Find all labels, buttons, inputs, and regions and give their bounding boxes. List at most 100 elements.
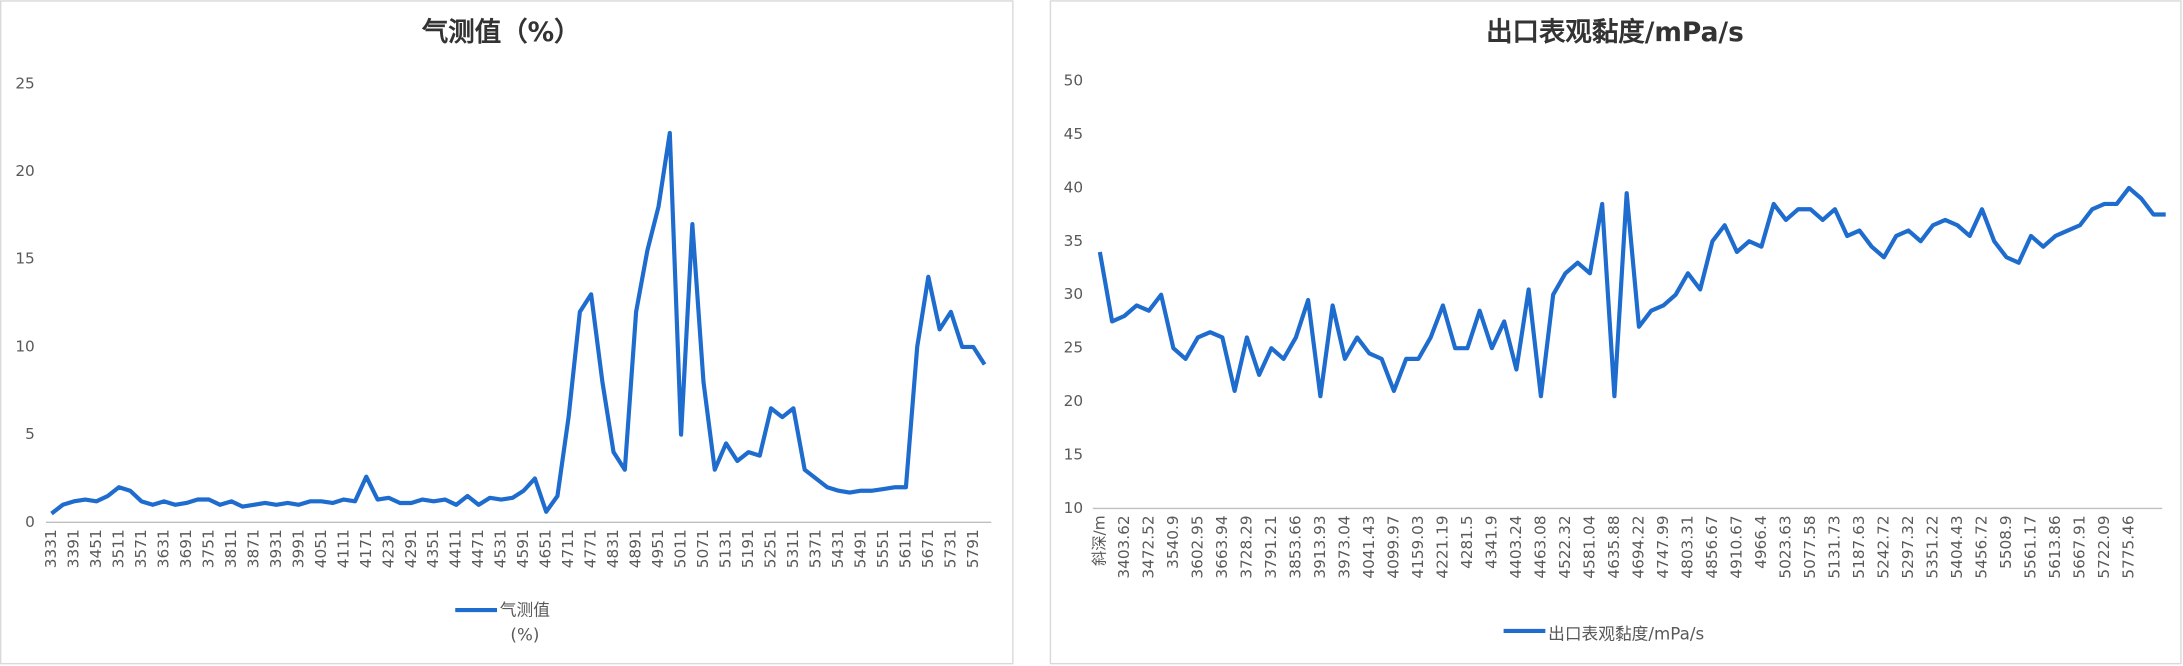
- x-tick-label: 5023.63: [1776, 515, 1794, 578]
- x-tick-label: 4099.97: [1384, 515, 1402, 578]
- x-tick-label: 3331: [42, 529, 60, 568]
- x-tick-label: 斜深/m: [1090, 515, 1108, 566]
- y-tick-label: 40: [1064, 178, 1083, 196]
- legend-box: 出口表观黏度/mPa/s: [1548, 623, 1705, 644]
- y-tick-label: 10: [1064, 499, 1083, 517]
- x-tick-label: 5187.63: [1850, 515, 1868, 578]
- x-tick-label: 5491: [851, 529, 869, 568]
- x-tick-label: 5311: [784, 529, 802, 568]
- legend-box: 气测值 (%): [499, 600, 550, 645]
- x-tick-label: 5775.46: [2119, 515, 2137, 578]
- x-tick-label: 4522.32: [1556, 515, 1574, 578]
- x-tick-label: 4803.31: [1678, 515, 1696, 578]
- x-tick-label: 4051: [312, 529, 330, 568]
- x-tick-label: 5791: [964, 529, 982, 568]
- x-tick-label: 3728.29: [1237, 515, 1255, 578]
- x-tick-label: 5191: [739, 529, 757, 568]
- x-tick-label: 4281.5: [1458, 515, 1476, 569]
- x-tick-label: 4831: [604, 529, 622, 568]
- x-tick-label: 3991: [289, 529, 307, 568]
- y-tick-label: 15: [15, 250, 34, 268]
- x-tick-label: 4231: [379, 529, 397, 568]
- x-tick-label: 4221.19: [1433, 515, 1451, 578]
- x-tick-label: 3931: [267, 529, 285, 568]
- x-tick-label: 5242.72: [1874, 515, 1892, 578]
- chart-title: 出口表观黏度/mPa/s: [1486, 17, 1744, 48]
- x-tick-label: 5671: [919, 529, 937, 568]
- x-tick-label: 5371: [806, 529, 824, 568]
- x-tick-label: 4171: [357, 529, 375, 568]
- data-line: [50, 130, 987, 516]
- panel: [0, 0, 1014, 665]
- x-tick-label: 5077.58: [1801, 515, 1819, 578]
- x-tick-label: 4635.88: [1605, 515, 1623, 578]
- x-tick-label: 3871: [244, 529, 262, 568]
- x-tick-label: 5551: [874, 529, 892, 568]
- x-tick-label: 3451: [87, 529, 105, 568]
- x-tick-label: 4411: [447, 529, 465, 568]
- y-tick-label: 30: [1064, 285, 1083, 303]
- y-tick-label: 35: [1064, 232, 1083, 250]
- x-tick-label: 3691: [177, 529, 195, 568]
- x-tick-label: 5351.22: [1923, 515, 1941, 578]
- data-line: [1097, 185, 2166, 399]
- x-tick-label: 4747.99: [1654, 515, 1672, 578]
- x-tick-label: 5611: [896, 529, 914, 568]
- x-tick-label: 3511: [109, 529, 127, 568]
- x-tick-label: 4403.24: [1507, 515, 1525, 578]
- legend-label: 出口表观黏度/mPa/s: [1548, 623, 1705, 644]
- y-tick-label: 15: [1064, 445, 1083, 463]
- x-tick-label: 5722.09: [2095, 515, 2113, 578]
- y-tick-label: 45: [1064, 125, 1083, 143]
- y-tick-label: 50: [1064, 72, 1083, 90]
- legend-label: 气测值 (%): [499, 600, 550, 645]
- panel: [1049, 0, 2182, 665]
- x-tick-label: 3540.9: [1164, 515, 1182, 569]
- y-tick-label: 0: [25, 513, 35, 531]
- y-tick-label: 20: [1064, 392, 1083, 410]
- x-tick-label: 3631: [154, 529, 172, 568]
- y-tick-label: 5: [25, 425, 35, 443]
- x-tick-label: 5071: [694, 529, 712, 568]
- y-tick-label: 25: [15, 74, 34, 92]
- x-tick-label: 5456.72: [1972, 515, 1990, 578]
- x-tick-label: 3973.04: [1335, 515, 1353, 578]
- x-tick-label: 4291: [402, 529, 420, 568]
- x-tick-label: 4771: [582, 529, 600, 568]
- x-tick-label: 4711: [559, 529, 577, 568]
- chart-title: 气测值（%）: [421, 17, 581, 48]
- x-tick-label: 5131.73: [1825, 515, 1843, 578]
- x-tick-label: 4591: [514, 529, 532, 568]
- x-tick-label: 4951: [649, 529, 667, 568]
- x-tick-label: 5251: [762, 529, 780, 568]
- x-tick-label: 5404.43: [1948, 515, 1966, 578]
- x-tick-label: 4041.43: [1360, 515, 1378, 578]
- x-tick-label: 3811: [222, 529, 240, 568]
- x-tick-label: 3853.66: [1286, 515, 1304, 578]
- x-tick-label: 4463.08: [1531, 515, 1549, 578]
- x-tick-label: 4694.22: [1629, 515, 1647, 578]
- x-tick-label: 3472.52: [1139, 515, 1157, 578]
- x-tick-label: 3391: [64, 529, 82, 568]
- x-tick-label: 4531: [492, 529, 510, 568]
- x-tick-label: 4966.4: [1752, 515, 1770, 569]
- x-tick-label: 3602.95: [1188, 515, 1206, 578]
- y-tick-label: 10: [15, 337, 34, 355]
- x-tick-label: 4910.67: [1727, 515, 1745, 578]
- x-tick-label: 5731: [941, 529, 959, 568]
- x-tick-label: 5011: [672, 529, 690, 568]
- x-tick-label: 4856.67: [1703, 515, 1721, 578]
- x-tick-label: 4159.03: [1409, 515, 1427, 578]
- x-tick-label: 3751: [199, 529, 217, 568]
- x-tick-label: 5297.32: [1899, 515, 1917, 578]
- x-tick-label: 5613.86: [2046, 515, 2064, 578]
- y-tick-label: 20: [15, 162, 34, 180]
- x-tick-label: 4111: [334, 529, 352, 568]
- x-tick-label: 4351: [424, 529, 442, 568]
- x-tick-label: 5508.9: [1997, 515, 2015, 569]
- x-tick-label: 3571: [132, 529, 150, 568]
- x-tick-label: 5131: [717, 529, 735, 568]
- x-tick-label: 5561.17: [2021, 515, 2039, 578]
